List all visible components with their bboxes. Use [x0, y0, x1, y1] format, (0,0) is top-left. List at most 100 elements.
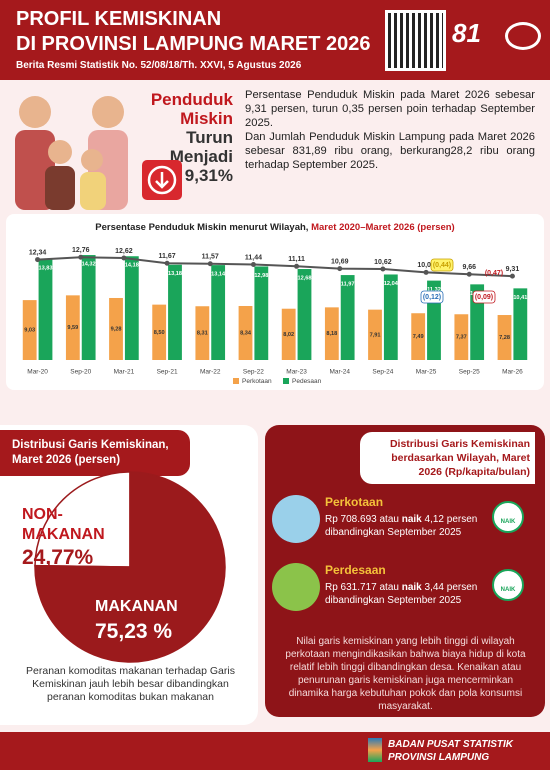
x-tick-label: Sep-22: [243, 369, 264, 376]
legend-swatch: [283, 378, 289, 384]
x-tick-label: Mar-22: [200, 369, 221, 376]
bar-label: 14,18: [125, 263, 139, 269]
bar-label: 13,83: [38, 266, 52, 272]
line-point: [78, 254, 84, 260]
x-tick-label: Mar-21: [114, 369, 135, 376]
bar: [513, 288, 528, 360]
pie-value: 75,23 %: [95, 620, 173, 643]
bar: [22, 300, 37, 360]
region-text: Rp 631.717 atau naik 3,44 persen dibandi…: [325, 581, 485, 607]
logo-mark: [505, 22, 541, 50]
region-paragraph: Nilai garis kemiskinan yang lebih tinggi…: [285, 636, 526, 712]
bar: [38, 259, 53, 360]
line-point: [423, 269, 429, 275]
bar-label: 7,37: [456, 335, 467, 341]
region-name: Perdesaan: [325, 563, 386, 577]
body: [80, 172, 106, 210]
paragraph: Dan Jumlah Penduduk Miskin Lampung pada …: [245, 131, 535, 171]
line-label: 11,57: [202, 254, 219, 261]
bar: [65, 295, 80, 360]
bar: [152, 304, 167, 360]
bar: [254, 266, 269, 360]
bar: [238, 305, 253, 360]
x-tick-label: Mar-25: [416, 369, 437, 376]
line-label: 10,62: [374, 259, 392, 266]
line-point: [380, 266, 386, 272]
annotation: (0,47): [485, 270, 503, 277]
line-point: [35, 257, 41, 263]
bar: [497, 315, 512, 360]
pie-chart: [34, 471, 226, 663]
bar-label: 7,49: [413, 334, 424, 340]
x-tick-label: Mar-20: [27, 369, 48, 376]
bar-label: 14,32: [82, 262, 96, 268]
badge-text: NAIK: [500, 587, 516, 593]
pie-value: 24,77%: [22, 546, 94, 569]
label: Menjadi: [169, 147, 233, 166]
bar: [109, 297, 123, 360]
line-label: 12,62: [115, 248, 133, 255]
head: [81, 149, 103, 171]
label: Turun: [186, 128, 233, 147]
text: Rp 631.717 atau: [325, 582, 402, 593]
legend-label: Pedesaan: [292, 378, 322, 385]
region-text: Rp 708.693 atau naik 4,12 persen dibandi…: [325, 513, 485, 539]
line-point: [509, 273, 515, 279]
bar-label: 9,03: [24, 328, 35, 334]
footer-text: BADAN PUSAT STATISTIK: [388, 739, 513, 750]
region-title: Distribusi Garis Kemiskinan berdasarkan …: [389, 438, 530, 478]
icon-arrow: [155, 172, 169, 189]
footer-text: PROVINSI LAMPUNG: [388, 752, 490, 763]
bar: [281, 308, 296, 360]
x-tick-label: Mar-23: [286, 369, 307, 376]
text-bold: naik: [401, 514, 422, 525]
x-tick-label: Sep-25: [459, 369, 480, 376]
label: Miskin: [180, 109, 233, 128]
head: [92, 96, 124, 128]
x-tick-label: Mar-24: [329, 369, 350, 376]
annotation-box: [420, 290, 444, 304]
body: [45, 166, 75, 210]
x-tick-label: Mar-26: [502, 369, 523, 376]
line-label: 10,69: [331, 258, 349, 265]
bar: [454, 314, 469, 360]
head: [19, 96, 51, 128]
bar-label: 8,18: [326, 331, 337, 337]
head: [48, 140, 72, 164]
bar-label: 12,04: [384, 281, 399, 287]
annotation-box: [472, 290, 496, 304]
icon-ring: [147, 165, 177, 195]
bps-logo: [368, 738, 382, 762]
x-tick-label: Sep-20: [70, 369, 91, 376]
bar-label: 12,68: [297, 276, 311, 282]
title: PROFIL KEMISKINAN: [16, 8, 222, 30]
pie-title: Distribusi Garis Kemiskinan, Maret 2026 …: [12, 439, 169, 466]
chart-title: Persentase Penduduk Miskin menurut Wilay…: [95, 222, 454, 233]
badge: NAIK: [492, 569, 524, 601]
line-point: [164, 260, 170, 266]
bar-label: 11,97: [341, 282, 355, 288]
text-bold: naik: [401, 582, 422, 593]
bar: [368, 309, 382, 360]
bar: [168, 264, 182, 360]
bar-label: 7,91: [370, 332, 381, 338]
region-name: Perkotaan: [325, 495, 384, 509]
x-tick-label: Sep-21: [157, 369, 178, 376]
header-band: [0, 0, 550, 80]
legend-label: Perkotaan: [242, 378, 272, 385]
paragraph: Persentase Penduduk Miskin pada Maret 20…: [245, 89, 535, 129]
bar-label: 8,34: [240, 330, 252, 336]
line-label: 11,44: [245, 254, 262, 261]
annotation-box: [430, 258, 454, 272]
bar-label: 9,28: [111, 326, 122, 332]
bar: [324, 307, 339, 360]
line-label: 11,67: [159, 253, 176, 260]
pie-caption: Peranan komoditas makanan terhadap Garis…: [26, 665, 235, 703]
bar: [340, 275, 355, 360]
bar-label: 11,32: [427, 287, 441, 293]
bar-label: 13,14: [211, 272, 226, 278]
annotation: (0,44): [433, 262, 451, 269]
bar-label: 9,59: [67, 325, 78, 331]
bar: [411, 313, 426, 360]
